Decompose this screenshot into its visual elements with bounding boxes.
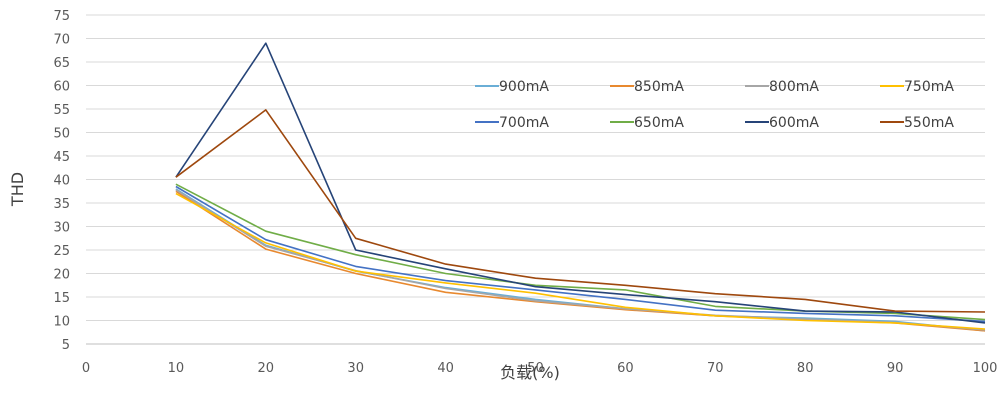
y-tick-label: 55 <box>53 103 70 118</box>
x-tick-label: 10 <box>168 361 185 376</box>
legend-label: 600mA <box>769 115 819 131</box>
legend-label: 750mA <box>904 79 954 95</box>
x-axis-title: 负载(%) <box>500 363 560 382</box>
grid-lines <box>86 14 985 321</box>
legend: 900mA 850mA 800mA 750mA 700mA 650mA 600mA 550mA <box>475 79 954 131</box>
legend-item: 650mA <box>610 115 684 131</box>
y-axis-ticks: 5 10 15 20 25 30 35 40 45 50 55 60 65 70 75 <box>53 9 70 353</box>
legend-item: 700mA <box>475 115 549 131</box>
series-line-700mA <box>175 185 986 323</box>
y-tick-label: 60 <box>53 80 70 95</box>
series-line-900mA <box>175 188 986 332</box>
legend-label: 850mA <box>634 79 684 95</box>
x-tick-label: 70 <box>707 361 724 376</box>
y-tick-label: 5 <box>62 338 70 353</box>
legend-label: 650mA <box>634 115 684 131</box>
legend-item: 550mA <box>880 115 954 131</box>
series-line-550mA <box>175 109 986 313</box>
series-line-750mA <box>175 192 986 330</box>
y-tick-label: 10 <box>53 315 70 330</box>
y-tick-label: 20 <box>53 268 70 283</box>
x-tick-label: 0 <box>82 361 90 376</box>
legend-item: 800mA <box>745 79 819 95</box>
x-tick-label: 50 <box>527 361 544 376</box>
y-tick-label: 15 <box>53 291 70 306</box>
y-tick-label: 70 <box>53 33 70 48</box>
y-tick-label: 35 <box>53 197 70 212</box>
series-line-850mA <box>175 190 986 332</box>
x-tick-label: 80 <box>797 361 814 376</box>
y-tick-label: 75 <box>53 9 70 24</box>
legend-item: 850mA <box>610 79 684 95</box>
x-tick-label: 60 <box>617 361 634 376</box>
x-tick-label: 90 <box>887 361 904 376</box>
y-tick-label: 45 <box>53 150 70 165</box>
legend-label: 700mA <box>499 115 549 131</box>
legend-item: 750mA <box>880 79 954 95</box>
y-tick-label: 40 <box>53 174 70 189</box>
x-tick-label: 40 <box>437 361 454 376</box>
y-tick-label: 25 <box>53 244 70 259</box>
series-line-800mA <box>175 189 986 331</box>
legend-label: 900mA <box>499 79 549 95</box>
x-axis-ticks: 0 10 20 30 40 50 60 70 80 90 100 <box>82 361 998 376</box>
legend-item: 900mA <box>475 79 549 95</box>
y-tick-label: 50 <box>53 127 70 142</box>
x-tick-label: 20 <box>258 361 275 376</box>
legend-item: 600mA <box>745 115 819 131</box>
series-line-600mA <box>175 42 986 324</box>
y-tick-label: 30 <box>53 221 70 236</box>
legend-label: 550mA <box>904 115 954 131</box>
x-tick-label: 30 <box>347 361 364 376</box>
legend-label: 800mA <box>769 79 819 95</box>
series-line-650mA <box>175 183 986 321</box>
y-tick-label: 65 <box>53 56 70 71</box>
series-lines <box>175 42 986 332</box>
x-tick-label: 100 <box>973 361 998 376</box>
y-axis-title: THD <box>8 172 27 207</box>
